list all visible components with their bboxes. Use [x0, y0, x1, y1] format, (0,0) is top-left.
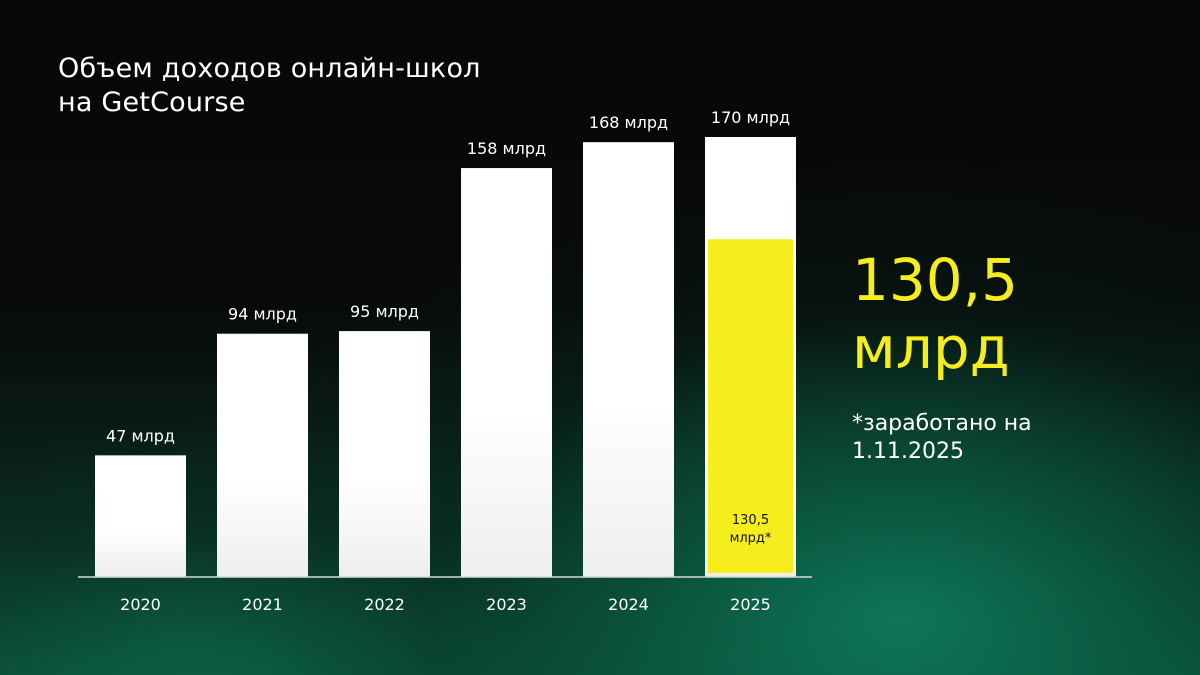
footnote-line-2: 1.11.2025 [852, 439, 964, 464]
x-tick-label-2021: 2021 [242, 595, 283, 614]
x-tick-label-2022: 2022 [364, 595, 405, 614]
overlay-bar-2025 [708, 239, 793, 573]
bar-value-label-2025: 170 млрд [711, 108, 790, 127]
highlight-value: 130,5 млрд [852, 246, 1018, 382]
x-tick-label-2025: 2025 [730, 595, 771, 614]
chart-title: Объем доходов онлайн-школ на GetCourse [58, 52, 481, 120]
highlight-value-unit: млрд [852, 314, 1010, 382]
bar-2024 [583, 142, 674, 578]
overlay-label-line-1: 130,5 [732, 513, 769, 528]
x-tick-label-2023: 2023 [486, 595, 527, 614]
bar-value-label-2020: 47 млрд [106, 426, 175, 445]
bar-value-label-2023: 158 млрд [467, 139, 546, 158]
chart-title-line-1: Объем доходов онлайн-школ [58, 53, 481, 84]
highlight-value-number: 130,5 [852, 246, 1019, 314]
overlay-label-line-2: млрд* [730, 531, 772, 546]
bar-2023 [461, 168, 552, 577]
bar-2021 [217, 333, 308, 577]
bar-value-label-2021: 94 млрд [228, 305, 297, 324]
bar-value-label-2024: 168 млрд [589, 113, 668, 132]
x-tick-label-2024: 2024 [608, 595, 649, 614]
bar-2020 [95, 455, 186, 577]
x-tick-label-2020: 2020 [120, 595, 161, 614]
footnote-line-1: *заработано на [852, 411, 1032, 436]
chart-title-line-2: на GetCourse [58, 87, 246, 118]
bar-2022 [339, 331, 430, 577]
footnote: *заработано на 1.11.2025 [852, 410, 1032, 466]
bar-value-label-2022: 95 млрд [350, 302, 419, 321]
